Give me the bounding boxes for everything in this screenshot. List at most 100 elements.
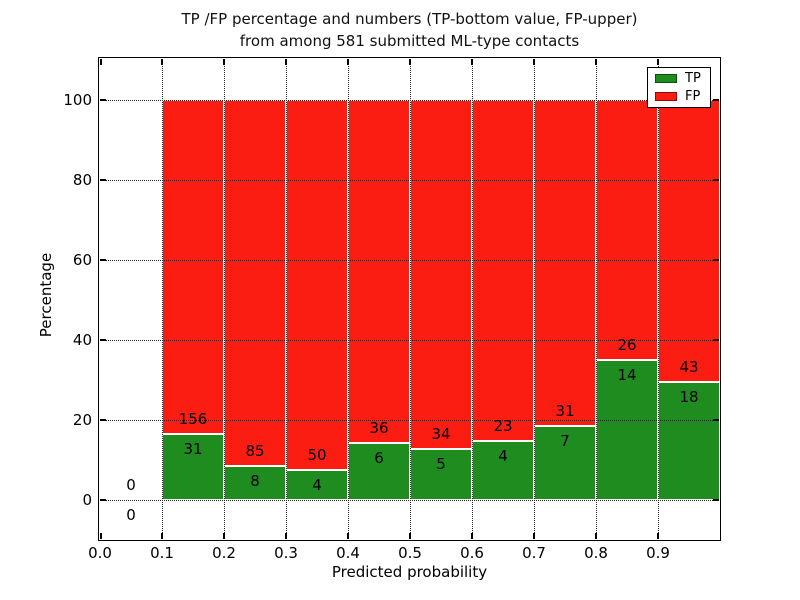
tp-color-swatch bbox=[655, 74, 677, 83]
fp-color-swatch bbox=[655, 92, 677, 101]
y-tick-label: 20 bbox=[72, 411, 92, 429]
bar-segment-tp bbox=[410, 448, 472, 500]
bar-segment-fp bbox=[410, 100, 472, 449]
plot-area: TP FP 0 0 156 31 85 8 50 4 36 6 34 5 23 4 31 7 26 14 43 18 bbox=[98, 57, 721, 541]
x-tick-mark bbox=[347, 533, 349, 539]
x-tick-mark bbox=[100, 533, 102, 539]
x-tick-mark bbox=[533, 533, 535, 539]
bar-label-tp: 7 bbox=[560, 432, 570, 451]
legend-label-tp: TP bbox=[685, 70, 701, 86]
y-tick-mark-right bbox=[713, 259, 719, 261]
x-tick-mark-top bbox=[471, 59, 473, 65]
y-tick-mark bbox=[100, 339, 106, 341]
bar-label-tp: 8 bbox=[250, 471, 260, 490]
x-tick-label: 0.0 bbox=[88, 544, 112, 562]
chart-title: TP /FP percentage and numbers (TP-bottom… bbox=[100, 8, 719, 52]
gridline-x bbox=[471, 59, 473, 539]
bar-label-fp: 50 bbox=[307, 446, 327, 465]
x-tick-label: 0.8 bbox=[584, 544, 608, 562]
bar-label-fp: 31 bbox=[555, 402, 575, 421]
x-tick-label: 0.2 bbox=[212, 544, 236, 562]
x-tick-mark bbox=[657, 533, 659, 539]
bar-segment-fp bbox=[534, 100, 596, 427]
bar-label-fp: 43 bbox=[679, 357, 699, 376]
gridline-x bbox=[347, 59, 349, 539]
bar-segment-tp bbox=[596, 360, 658, 500]
y-tick-mark bbox=[100, 499, 106, 501]
x-tick-mark-top bbox=[409, 59, 411, 65]
y-tick-mark bbox=[100, 99, 106, 101]
bar-label-tp: 18 bbox=[679, 387, 699, 406]
legend-entry-fp: FP bbox=[648, 88, 710, 104]
gridline-x bbox=[223, 59, 225, 539]
bar-label-tp: 0 bbox=[126, 506, 136, 524]
gridline-x bbox=[657, 59, 659, 539]
legend-label-fp: FP bbox=[685, 88, 701, 104]
bar-segment-fp bbox=[472, 100, 534, 441]
gridline-x bbox=[533, 59, 535, 539]
bar-segment-tp bbox=[348, 442, 410, 500]
y-tick-label: 60 bbox=[72, 251, 92, 269]
y-tick-label: 80 bbox=[72, 171, 92, 189]
bar-segment-tp bbox=[472, 440, 534, 500]
x-tick-mark bbox=[471, 533, 473, 539]
bar-segment-fp bbox=[596, 100, 658, 360]
chart-title-line2: from among 581 submitted ML-type contact… bbox=[239, 32, 580, 50]
y-tick-mark-right bbox=[713, 99, 719, 101]
bar-segment-fp bbox=[348, 100, 410, 443]
x-axis-label: Predicted probability bbox=[331, 563, 488, 581]
x-tick-label: 0.7 bbox=[522, 544, 546, 562]
x-tick-label: 0.3 bbox=[274, 544, 298, 562]
gridline-x bbox=[285, 59, 287, 539]
y-tick-mark-right bbox=[713, 179, 719, 181]
y-axis-label: Percentage bbox=[37, 252, 55, 338]
x-tick-label: 0.9 bbox=[646, 544, 670, 562]
x-tick-mark-top bbox=[347, 59, 349, 65]
x-tick-mark bbox=[409, 533, 411, 539]
x-tick-mark-top bbox=[657, 59, 659, 65]
bar-segment-fp bbox=[658, 100, 720, 382]
x-tick-mark-top bbox=[223, 59, 225, 65]
legend-entry-tp: TP bbox=[648, 70, 710, 86]
bar-label-tp: 31 bbox=[183, 439, 203, 458]
bar-segment-tp bbox=[224, 465, 286, 500]
y-tick-mark-right bbox=[713, 499, 719, 501]
bar-label-fp: 34 bbox=[431, 424, 451, 443]
x-tick-mark bbox=[223, 533, 225, 539]
x-tick-mark-top bbox=[100, 59, 102, 65]
bar-label-fp: 36 bbox=[369, 418, 389, 437]
bar-label-tp: 4 bbox=[498, 446, 508, 465]
bar-segment-tp bbox=[534, 426, 596, 500]
x-tick-label: 0.5 bbox=[398, 544, 422, 562]
bar-label-tp: 14 bbox=[617, 366, 637, 384]
bar-segment-tp bbox=[162, 433, 224, 500]
legend: TP FP bbox=[647, 67, 711, 108]
bar-label-fp: 156 bbox=[178, 409, 208, 428]
bar-label-tp: 4 bbox=[312, 476, 322, 495]
x-tick-mark-top bbox=[533, 59, 535, 65]
gridline-x bbox=[595, 59, 597, 539]
gridline-x bbox=[161, 59, 163, 539]
gridline-x bbox=[409, 59, 411, 539]
y-tick-mark-right bbox=[713, 339, 719, 341]
bar-label-fp: 85 bbox=[245, 441, 265, 460]
y-tick-mark bbox=[100, 179, 106, 181]
x-tick-mark-top bbox=[595, 59, 597, 65]
x-tick-label: 0.1 bbox=[150, 544, 174, 562]
x-tick-label: 0.6 bbox=[460, 544, 484, 562]
bar-segment-tp bbox=[658, 381, 720, 500]
y-tick-label: 0 bbox=[82, 491, 92, 509]
x-tick-mark bbox=[285, 533, 287, 539]
bar-label-fp: 0 bbox=[126, 476, 136, 494]
bar-segment-fp bbox=[224, 100, 286, 466]
bar-segment-fp bbox=[162, 100, 224, 434]
x-tick-mark-top bbox=[285, 59, 287, 65]
x-tick-mark bbox=[595, 533, 597, 539]
y-tick-mark-right bbox=[713, 419, 719, 421]
bar-label-fp: 26 bbox=[617, 336, 637, 354]
x-tick-mark bbox=[161, 533, 163, 539]
bar-label-fp: 23 bbox=[493, 416, 513, 435]
bar-label-tp: 6 bbox=[374, 448, 384, 467]
y-tick-mark bbox=[100, 419, 106, 421]
chart-title-line1: TP /FP percentage and numbers (TP-bottom… bbox=[181, 10, 638, 28]
